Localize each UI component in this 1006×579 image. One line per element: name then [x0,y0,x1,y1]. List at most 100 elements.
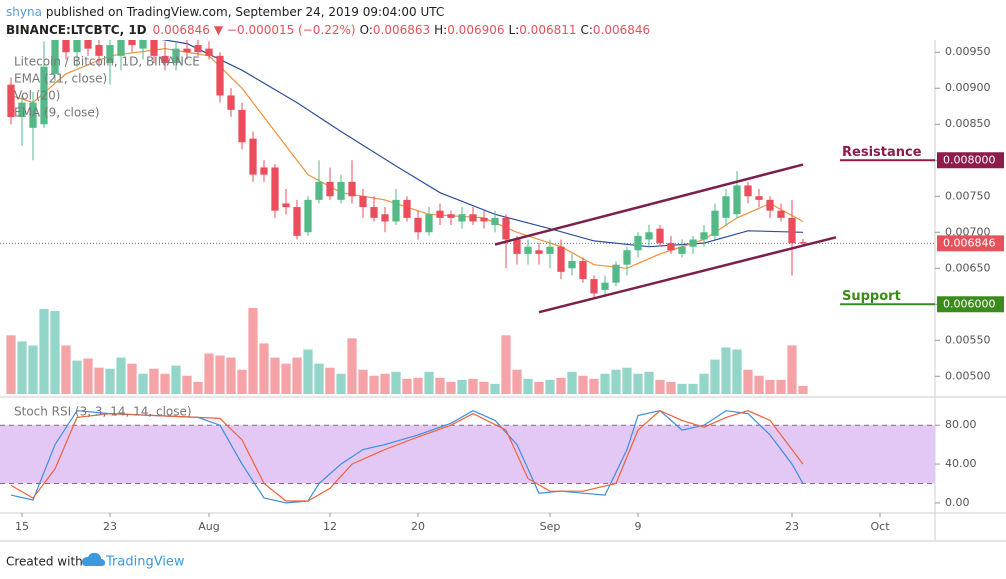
candle-body [95,45,103,56]
volume-bar [578,375,588,394]
published: published on TradingView.com, September … [46,5,444,19]
candle-body [403,199,411,218]
trendline [494,163,804,246]
candle-body [777,210,785,218]
ohlc-value: 0.006906 [447,23,504,37]
volume-bar [28,345,38,394]
volume-bar [655,379,665,394]
candle-body [513,239,521,254]
rsi-title: Stoch RSI (3, 3, 14, 14, close) [14,405,192,419]
rsi-tick-label: 80.00 [945,418,977,431]
y-tick-label: 0.00500 [945,369,991,382]
candle-body [711,210,719,236]
volume-bar [721,347,731,394]
candle-body [546,246,554,254]
ohlc-value: 0.006811 [519,23,576,37]
volume-bar [754,375,764,394]
y-tick-label: 0.00650 [945,261,991,274]
x-tick-label: 20 [411,520,425,533]
candle-body [84,40,92,49]
candle-body [447,214,455,218]
candle-body [150,40,158,56]
volume-bar [787,345,797,394]
candle-body [271,167,279,211]
line [10,409,804,502]
volume-bar [127,363,137,394]
ohlc-label: O: [360,23,373,37]
y-tick-label: 0.00700 [945,225,991,238]
candle-body [359,196,367,208]
candle-body [480,217,488,222]
volume-bar [39,309,49,394]
x-tick-label: Oct [870,520,890,533]
change: ▼ −0.000015 (−0.22%) [214,23,356,37]
candle-body [315,181,323,200]
candle-body [524,246,532,254]
candle-body [700,232,708,240]
volume-bar [644,371,654,394]
candle-body [733,185,741,215]
x-tick-label: Sep [540,520,561,533]
candle-body [667,243,675,251]
volume-bar [567,371,577,394]
candle-body [678,246,686,254]
legend-item: EMA (9, close) [14,106,100,120]
level-label: Support [842,289,901,304]
ohlc-label: L: [509,23,520,37]
candle-body [128,40,136,46]
volume-bar [83,358,93,394]
volume-bar [523,378,533,394]
candle-body [238,109,246,143]
candle-body [766,199,774,211]
plot: 0.005000.005500.006000.006500.007000.007… [0,40,1004,533]
header-line: shyna published on TradingView.com, Septe… [6,5,444,19]
volume-bar [138,373,148,394]
volume-bar [457,379,467,394]
ohlc-value: 0.006863 [373,23,430,37]
volume-bar [281,363,291,394]
candle-body [117,40,125,56]
candle-body [645,232,653,240]
volume-bar [171,365,181,394]
candle-body [425,214,433,233]
volume-bar [94,367,104,394]
volume-bar [50,311,60,394]
candle-body [656,228,664,244]
volume-bar [17,341,27,394]
last-price-label: 0.006846 [943,236,996,249]
volume-bar [402,378,412,394]
y-tick-label: 0.00750 [945,189,991,202]
level-box [937,152,1004,169]
legend-item: Litecoin / Bitcoin, 1D, BINANCE [14,55,200,69]
volume-bar [237,369,247,394]
candle-body [392,199,400,222]
volume-bar [765,379,775,394]
x-tick-label: 12 [323,520,337,533]
volume-bar [556,377,566,394]
rsi-band [0,425,935,484]
candle-body [40,66,48,125]
candle-body [51,40,59,74]
volume-bar [798,385,808,394]
rsi-tick-label: 40.00 [945,457,977,470]
volume-bar [215,355,225,394]
volume-bar [534,381,544,394]
candle-body [579,261,587,280]
volume-bar [600,373,610,394]
volume-bar [699,373,709,394]
volume-bar [424,371,434,394]
volume-bar [710,359,720,394]
symbol-line: BINANCE:LTCBTC, 1D 0.006846 ▼ −0.000015 (−… [6,23,650,37]
candle-body [568,261,576,269]
candle-body [205,48,213,56]
ohlc-value: 0.006846 [593,23,650,37]
volume-bar [325,367,335,394]
candle-body [370,207,378,218]
volume-bar [347,338,357,394]
y-tick-label: 0.00850 [945,117,991,130]
volume-bar [6,335,16,394]
volume-bar [314,363,324,394]
volume-bar [435,377,445,394]
volume-bar [248,308,258,394]
candle-body [293,207,301,236]
